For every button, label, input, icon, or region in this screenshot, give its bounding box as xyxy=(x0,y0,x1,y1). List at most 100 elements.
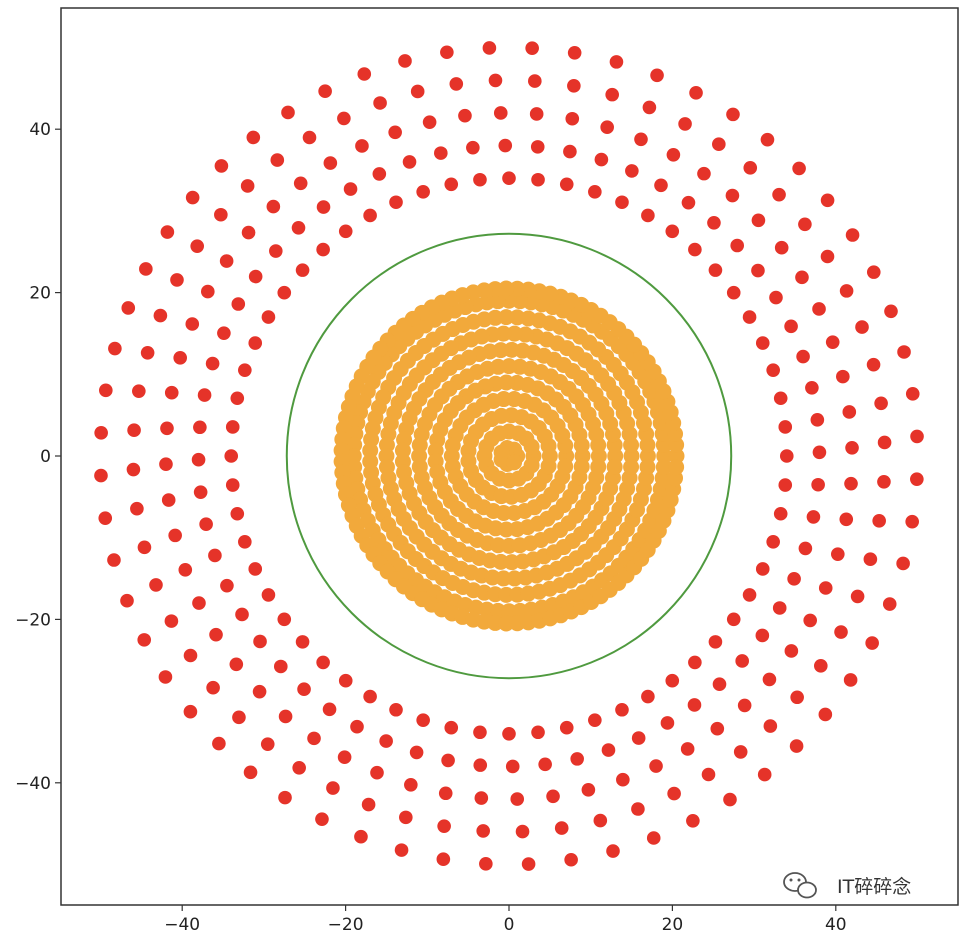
outer-point xyxy=(689,86,703,100)
outer-point xyxy=(441,753,455,768)
outer-point xyxy=(530,140,545,154)
inner-point xyxy=(540,458,557,475)
outer-point xyxy=(193,485,208,499)
outer-point xyxy=(238,363,252,377)
outer-point xyxy=(905,514,919,529)
outer-point xyxy=(688,655,702,670)
y-tick-label: 20 xyxy=(29,284,51,304)
outer-point xyxy=(139,262,153,276)
inner-point xyxy=(668,459,685,476)
outer-point xyxy=(399,810,413,825)
outer-point xyxy=(654,178,668,193)
outer-point xyxy=(402,155,417,169)
outer-point xyxy=(190,239,204,253)
outer-point xyxy=(164,385,179,400)
outer-point xyxy=(173,351,187,365)
outer-point xyxy=(99,383,113,398)
outer-point xyxy=(855,320,869,334)
outer-point xyxy=(248,336,263,350)
outer-point xyxy=(225,420,240,434)
outer-point xyxy=(567,79,581,93)
outer-point xyxy=(563,144,577,159)
outer-point xyxy=(642,100,657,115)
outer-point xyxy=(726,107,740,122)
outer-point xyxy=(277,612,292,627)
outer-point xyxy=(343,182,358,196)
outer-point xyxy=(905,387,920,401)
outer-point xyxy=(850,589,865,604)
outer-point xyxy=(316,200,331,214)
outer-point xyxy=(567,46,582,60)
x-tick-label: 0 xyxy=(504,915,515,935)
outer-point xyxy=(710,721,725,736)
x-tick-label: −40 xyxy=(164,915,200,935)
outer-point xyxy=(318,84,332,99)
outer-point xyxy=(355,139,369,153)
outer-point xyxy=(473,172,487,187)
outer-point xyxy=(811,477,825,492)
outer-point xyxy=(474,791,489,805)
outer-point xyxy=(161,493,176,507)
inner-point xyxy=(623,458,640,475)
outer-point xyxy=(688,242,702,257)
outer-point xyxy=(338,224,353,239)
outer-point xyxy=(762,672,777,687)
outer-point xyxy=(363,208,377,223)
outer-point xyxy=(444,177,459,192)
outer-point xyxy=(292,761,306,775)
outer-point xyxy=(631,802,645,816)
y-tick-label: −20 xyxy=(15,610,51,630)
outer-point xyxy=(361,797,376,812)
outer-point xyxy=(836,369,850,384)
outer-point xyxy=(260,737,275,751)
outer-point xyxy=(787,572,801,586)
outer-point xyxy=(708,635,723,649)
outer-point xyxy=(866,265,881,279)
outer-point xyxy=(538,757,552,772)
outer-point xyxy=(525,41,539,55)
outer-point xyxy=(436,852,451,866)
outer-point xyxy=(214,207,228,222)
outer-point xyxy=(792,161,806,176)
outer-point xyxy=(107,553,121,567)
outer-point xyxy=(818,707,833,722)
outer-point xyxy=(416,713,430,727)
outer-point xyxy=(416,185,430,199)
outer-point xyxy=(130,501,144,516)
outer-point xyxy=(842,405,857,419)
outer-point xyxy=(784,319,798,334)
outer-point xyxy=(493,106,508,120)
outer-point xyxy=(634,132,648,147)
outer-point xyxy=(625,164,639,178)
inner-point xyxy=(655,459,672,476)
y-axis: 40 20 0 −20 −40 xyxy=(15,120,61,794)
outer-point xyxy=(601,743,616,757)
outer-point xyxy=(178,563,193,577)
outer-point xyxy=(877,435,892,450)
outer-point xyxy=(192,596,206,610)
watermark: IT碎碎念 xyxy=(783,872,911,899)
outer-point xyxy=(140,346,155,360)
outer-point xyxy=(363,689,377,704)
outer-point xyxy=(795,270,809,285)
outer-point xyxy=(316,242,330,257)
outer-point xyxy=(225,478,240,492)
outer-point xyxy=(742,588,757,602)
inner-point xyxy=(590,458,607,475)
outer-point xyxy=(248,562,263,576)
outer-point xyxy=(277,285,292,300)
outer-point xyxy=(372,167,387,181)
outer-point xyxy=(350,719,364,734)
outer-point xyxy=(505,759,520,774)
outer-point xyxy=(806,510,821,524)
outer-point xyxy=(94,468,108,483)
outer-point xyxy=(773,506,788,521)
outer-point xyxy=(379,734,393,748)
outer-point xyxy=(293,176,308,191)
outer-point xyxy=(323,156,338,170)
outer-point xyxy=(615,702,629,717)
outer-point xyxy=(449,77,464,91)
outer-point xyxy=(479,857,493,871)
outer-point xyxy=(261,588,276,602)
inner-point xyxy=(394,442,411,459)
